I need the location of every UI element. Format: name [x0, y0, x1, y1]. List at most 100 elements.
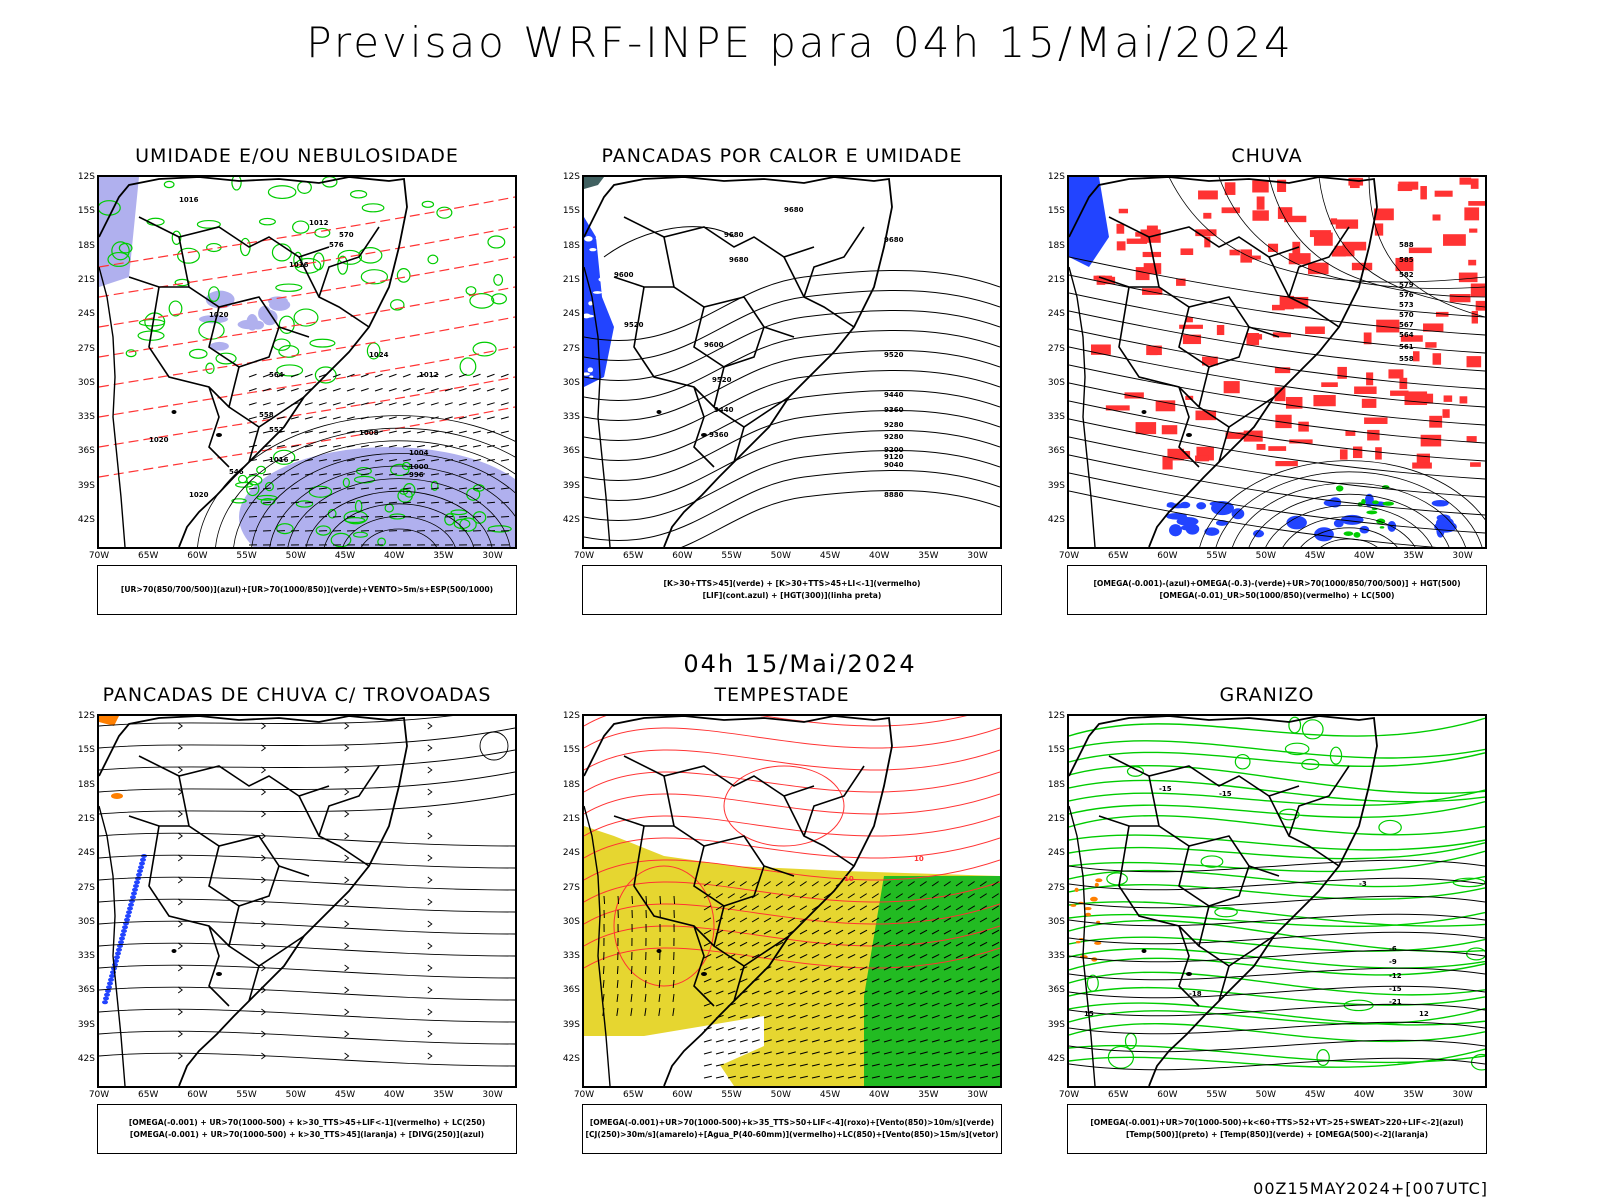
legend-box: [UR>70(850/700/500)](azul)+[UR>70(1000/8… [97, 565, 517, 615]
panel-umidade: UMIDADE E/OU NEBULOSIDADE 12S 15S 18S 21S 24S… [57, 145, 537, 625]
lon-tick-label: 65W [623, 551, 644, 561]
contour-label: 9520 [624, 321, 644, 329]
longitude-axis: 70W 65W 60W 55W 50W 45W 40W 35W 30W [574, 1090, 1002, 1104]
contour-label: 1024 [369, 351, 389, 359]
legend-box: [OMEGA(-0.001) + UR>70(1000-500) + k>30_… [97, 1104, 517, 1154]
map-canvas: 10 10 [584, 716, 1000, 1086]
contour-label: 9680 [784, 206, 804, 214]
longitude-axis: 70W 65W 60W 55W 50W 45W 40W 35W 30W [574, 551, 1002, 565]
legend-box: [OMEGA(-0.001)+UR>70(1000-500)+k>35_TTS>… [582, 1104, 1002, 1154]
lon-tick-label: 70W [573, 1090, 595, 1100]
lat-tick-label: 12S [77, 711, 95, 721]
lat-tick-label: 33S [77, 951, 95, 962]
contour-label: 9600 [704, 341, 724, 349]
lat-tick-label: 30S [562, 916, 580, 927]
lon-tick-label: 50W [285, 1090, 306, 1100]
lon-tick-label: 45W [1304, 551, 1326, 561]
lat-tick-label: 27S [1047, 343, 1065, 354]
contour-label: 573 [1399, 301, 1414, 309]
lon-tick-label: 35W [433, 551, 454, 561]
lon-tick-label: 35W [433, 1090, 454, 1100]
contour-label: 9280 [884, 433, 904, 441]
panel-trovoadas: PANCADAS DE CHUVA C/ TROVOADAS 12S 15S 18S 2… [57, 684, 537, 1164]
lat-tick-label: 12S [1047, 711, 1065, 721]
lat-tick-label: 12S [562, 172, 580, 182]
lat-tick-label: 30S [562, 377, 580, 388]
contour-label: 9440 [714, 406, 734, 414]
lat-tick-label: 24S [1047, 309, 1065, 320]
contour-label: -15 [1219, 790, 1232, 798]
contour-label: 9680 [724, 231, 744, 239]
lat-tick-label: 36S [1047, 985, 1065, 996]
lon-tick-label: 65W [623, 1090, 644, 1100]
contour-label: 1020 [209, 311, 229, 319]
contour-label: 9040 [884, 461, 904, 469]
lat-tick-label: 21S [1047, 813, 1065, 824]
lat-tick-label: 36S [562, 985, 580, 996]
contour-label: -18 [1189, 990, 1202, 998]
lat-tick-label: 21S [562, 813, 580, 824]
lon-tick-label: 50W [770, 1090, 791, 1100]
lon-tick-label: 40W [869, 1090, 890, 1100]
map-canvas [99, 716, 515, 1086]
lon-tick-label: 70W [573, 551, 595, 561]
footer-run-code: 00Z15MAY2024+[007UTC] [1253, 1179, 1488, 1198]
lon-tick-label: 70W [1058, 1090, 1080, 1100]
lon-tick-label: 60W [1157, 551, 1178, 561]
lon-tick-label: 60W [672, 551, 693, 561]
lat-tick-label: 33S [77, 412, 95, 423]
lat-tick-label: 27S [77, 343, 95, 354]
legend-line: [OMEGA(-0.001) + UR>70(1000-500) + k>30_… [129, 1130, 485, 1139]
lat-tick-label: 39S [77, 1019, 95, 1030]
map-canvas: 9680 9680 9680 9600 9520 9680 9600 9520 9520 9440… [584, 177, 1000, 547]
contour-label: 1012 [419, 371, 439, 379]
legend-line: [UR>70(850/700/500)](azul)+[UR>70(1000/8… [120, 585, 494, 594]
lat-tick-label: 30S [77, 916, 95, 927]
legend-box: [OMEGA(-0.001)-(azul)+OMEGA(-0.3)-(verde… [1067, 565, 1487, 615]
lon-tick-label: 30W [967, 551, 988, 561]
lon-tick-label: 65W [138, 551, 159, 561]
contour-label: 10 [844, 875, 854, 883]
contour-label: 576 [329, 241, 344, 249]
contour-label: 9600 [614, 271, 634, 279]
lat-tick-label: 39S [1047, 1019, 1065, 1030]
lat-tick-label: 39S [562, 1019, 580, 1030]
lon-tick-label: 60W [187, 551, 208, 561]
map-plot: -15 -15 -3 -6 -9 -12 -15 -18 -21 12 15 [1067, 714, 1487, 1088]
lon-tick-label: 30W [1452, 551, 1473, 561]
lat-tick-label: 33S [562, 951, 580, 962]
contour-label: 1004 [409, 449, 429, 457]
contour-label: 1016 [269, 456, 289, 464]
lat-tick-label: 33S [1047, 412, 1065, 423]
lat-tick-label: 33S [562, 412, 580, 423]
latitude-axis: 12S 15S 18S 21S 24S 27S 30S 33S 36S 39S 42S [542, 711, 580, 1088]
contour-label: 9200 [884, 446, 904, 454]
lat-tick-label: 12S [562, 711, 580, 721]
panel-tempestade: TEMPESTADE 12S 15S 18S 21S 24S 27S 30S 33S 36S 39S… [542, 684, 1022, 1164]
contour-label: 1016 [289, 261, 309, 269]
map-canvas: 1016 1012 1016 1020 1024 1016 1012 1008 1004 1000… [99, 177, 515, 547]
lat-tick-label: 18S [1047, 779, 1065, 790]
contour-label: 576 [1399, 291, 1414, 299]
lat-tick-label: 36S [77, 985, 95, 996]
latitude-axis: 12S 15S 18S 21S 24S 27S 30S 33S 36S 39S 42S [1027, 711, 1065, 1088]
lat-tick-label: 12S [77, 172, 95, 182]
lon-tick-label: 60W [672, 1090, 693, 1100]
contour-label: 15 [1084, 1010, 1094, 1018]
contour-label: 567 [1399, 321, 1414, 329]
contour-label: 9440 [884, 391, 904, 399]
contour-label: 1012 [309, 219, 329, 227]
lat-tick-label: 27S [562, 343, 580, 354]
lon-tick-label: 45W [819, 551, 841, 561]
lat-tick-label: 42S [77, 515, 95, 525]
contour-label: 1020 [189, 491, 209, 499]
lon-tick-label: 55W [721, 551, 742, 561]
lat-tick-label: 18S [77, 779, 95, 790]
lon-tick-label: 30W [967, 1090, 988, 1100]
contour-label: 561 [1399, 343, 1414, 351]
main-title: Previsao WRF-INPE para 04h 15/Mai/2024 [306, 18, 1294, 67]
lat-tick-label: 27S [562, 882, 580, 893]
lat-tick-label: 30S [1047, 377, 1065, 388]
lon-tick-label: 50W [770, 551, 791, 561]
contour-label: -9 [1389, 958, 1397, 966]
